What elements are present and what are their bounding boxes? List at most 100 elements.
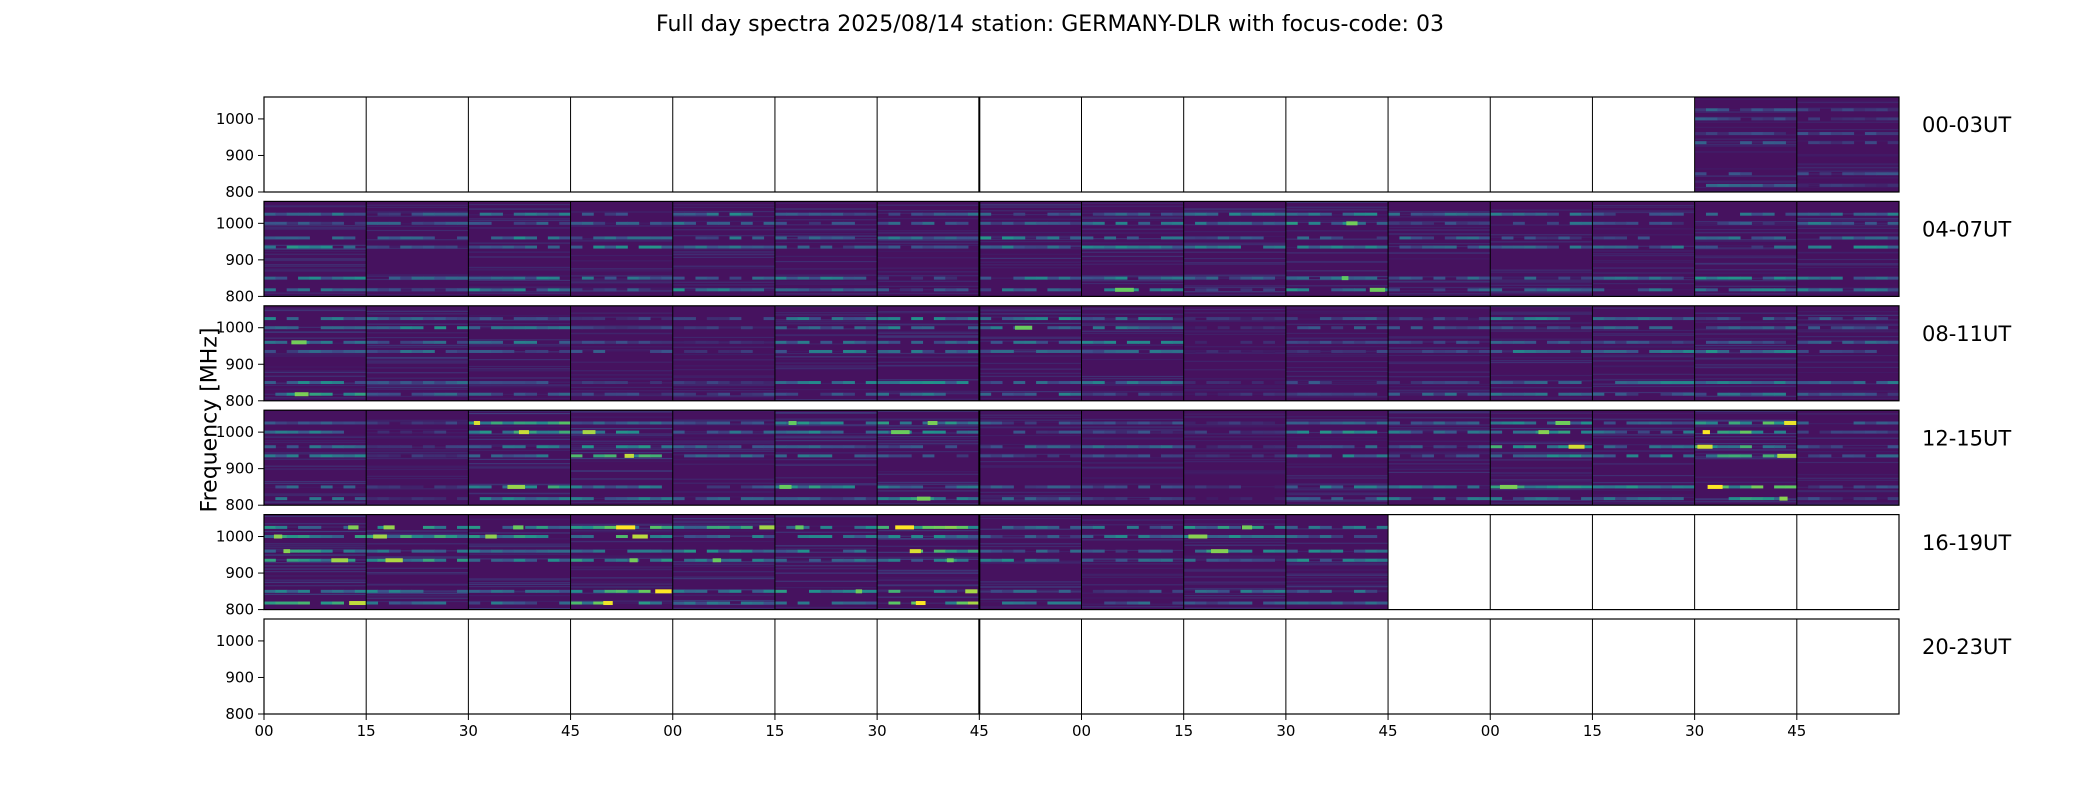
y-tick-label: 900 bbox=[225, 251, 254, 269]
spectrum-panel bbox=[1285, 201, 1389, 297]
y-tick-label: 800 bbox=[225, 392, 254, 410]
spectrum-panel bbox=[1796, 305, 1899, 401]
x-tick-label: 15 bbox=[1583, 722, 1602, 740]
y-tick-label: 900 bbox=[225, 146, 254, 164]
spectrum-panel bbox=[672, 619, 775, 714]
spectrum-panel bbox=[1081, 410, 1185, 506]
x-tick-label: 30 bbox=[868, 722, 887, 740]
x-tick-label: 30 bbox=[1276, 722, 1295, 740]
spectrum-panel bbox=[1796, 97, 1899, 192]
row-frame bbox=[263, 513, 1900, 611]
x-tick-label: 00 bbox=[254, 722, 273, 740]
spectrum-panel bbox=[877, 410, 980, 506]
spectrum-panel bbox=[1490, 410, 1593, 506]
y-tick-label: 800 bbox=[225, 183, 254, 201]
row-label: 16-19UT bbox=[1922, 531, 2011, 555]
spectrum-panel bbox=[1388, 514, 1491, 610]
row-00-03UT: 800 900 1000 00-03UT bbox=[216, 96, 2011, 201]
spectrum-panel bbox=[979, 201, 1082, 297]
spectrum-panel bbox=[1490, 97, 1593, 192]
row-label: 20-23UT bbox=[1922, 635, 2011, 659]
spectrum-panel bbox=[366, 201, 469, 297]
spectrum-panel bbox=[774, 410, 878, 506]
spectrum-panel bbox=[366, 410, 469, 506]
spectrum-panel bbox=[366, 619, 469, 714]
spectrum-panel bbox=[1183, 305, 1287, 401]
y-tick-label: 800 bbox=[225, 601, 254, 619]
spectrum-panel bbox=[1694, 97, 1798, 192]
spectrum-panel bbox=[1592, 201, 1695, 297]
spectrum-panel bbox=[1285, 514, 1389, 610]
spectrum-panel bbox=[672, 410, 776, 506]
spectrum-panel bbox=[1796, 619, 1899, 714]
spectrum-panel bbox=[1388, 410, 1491, 506]
spectrum-panel bbox=[1388, 619, 1491, 714]
row-label: 04-07UT bbox=[1922, 218, 2011, 242]
spectrum-panel bbox=[1081, 514, 1185, 610]
y-tick-label: 900 bbox=[225, 564, 254, 582]
y-tick-label: 900 bbox=[225, 355, 254, 373]
spectrum-panel bbox=[1796, 514, 1899, 610]
spectrum-panel bbox=[468, 97, 571, 192]
y-tick-label: 1000 bbox=[216, 423, 254, 441]
y-tick-label: 1000 bbox=[216, 528, 254, 546]
spectrum-panel bbox=[264, 514, 369, 610]
spectrum-panel bbox=[264, 305, 367, 401]
y-tick-label: 800 bbox=[225, 705, 254, 723]
spectrum-panel bbox=[877, 619, 980, 714]
spectrum-panel bbox=[570, 97, 673, 192]
spectrum-panel bbox=[1490, 305, 1593, 401]
spectrum-panel bbox=[1285, 97, 1389, 192]
spectrum-panel bbox=[877, 97, 980, 192]
y-tick-label: 1000 bbox=[216, 110, 254, 128]
spectrum-panel bbox=[1388, 97, 1491, 192]
row-frame bbox=[263, 409, 1900, 506]
chart-title: Full day spectra 2025/08/14 station: GER… bbox=[656, 12, 1444, 37]
row-frame bbox=[263, 305, 1900, 402]
spectrum-panel bbox=[877, 514, 980, 610]
spectrum-panel bbox=[264, 97, 367, 192]
spectrum-panel bbox=[1592, 514, 1695, 610]
spectrum-panel bbox=[877, 305, 980, 401]
y-tick-label: 800 bbox=[225, 496, 254, 514]
x-tick-label: 45 bbox=[1379, 722, 1398, 740]
row-08-11UT: 800 900 1000 08-11UT bbox=[216, 305, 2011, 410]
spectrum-panel bbox=[774, 305, 878, 401]
spectrum-panel bbox=[979, 305, 1082, 401]
row-16-19UT: 800 900 1000 16-19UT bbox=[216, 513, 2011, 619]
row-label: 12-15UT bbox=[1922, 426, 2011, 450]
y-tick-label: 1000 bbox=[216, 319, 254, 337]
spectrum-panel bbox=[672, 305, 776, 401]
spectrum-panel bbox=[1490, 514, 1593, 610]
x-tick-label: 45 bbox=[1787, 722, 1806, 740]
spectrum-panel bbox=[1592, 410, 1696, 506]
spectrum-panel bbox=[1183, 514, 1287, 610]
spectrum-panel bbox=[570, 619, 673, 714]
spectrum-panel bbox=[366, 305, 469, 401]
x-tick-label: 00 bbox=[1481, 722, 1500, 740]
spectrum-panel bbox=[264, 410, 367, 506]
spectrum-panel bbox=[1081, 305, 1185, 401]
spectrum-panel bbox=[1592, 619, 1695, 714]
spectrum-panel bbox=[366, 97, 469, 192]
spectrum-panel bbox=[468, 201, 572, 297]
row-12-15UT: 800 900 1000 12-15UT bbox=[216, 409, 2011, 514]
spectrum-panel bbox=[1183, 410, 1287, 506]
y-tick-label: 1000 bbox=[216, 632, 254, 650]
spectrum-panel bbox=[979, 619, 1082, 714]
spectrum-panel bbox=[1796, 410, 1899, 506]
spectrum-panel bbox=[1388, 305, 1491, 401]
x-tick-label: 30 bbox=[459, 722, 478, 740]
y-tick-label: 900 bbox=[225, 460, 254, 478]
spectrum-panel bbox=[264, 201, 367, 297]
spectrum-panel bbox=[570, 201, 674, 297]
spectrum-panel bbox=[1694, 619, 1797, 714]
spectrum-panel bbox=[877, 201, 980, 297]
spectrum-panel bbox=[468, 514, 572, 610]
spectrum-panel bbox=[1285, 305, 1389, 401]
x-tick-label: 15 bbox=[765, 722, 784, 740]
row-04-07UT: 800 900 1000 04-07UT bbox=[216, 200, 2011, 305]
spectrum-panel bbox=[1490, 201, 1593, 297]
spectrum-panel bbox=[1183, 97, 1286, 192]
